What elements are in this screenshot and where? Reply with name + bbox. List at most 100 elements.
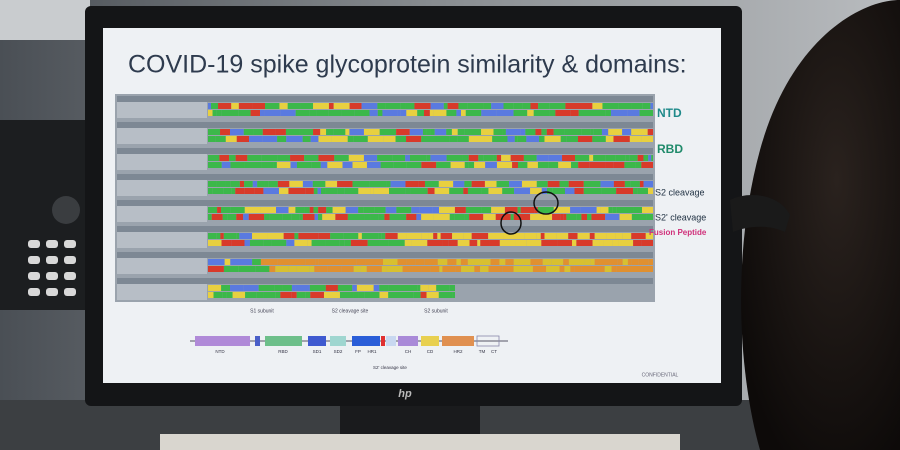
residue-block bbox=[420, 285, 429, 291]
residue-block bbox=[365, 259, 374, 265]
residue-block bbox=[439, 266, 443, 272]
residue-block bbox=[612, 240, 619, 246]
residue-block bbox=[465, 207, 482, 213]
residue-block bbox=[417, 285, 421, 291]
residue-block bbox=[513, 110, 528, 116]
residue-block bbox=[221, 285, 231, 291]
row-label bbox=[117, 232, 207, 248]
residue-block bbox=[457, 240, 470, 246]
residue-block bbox=[454, 214, 465, 220]
residue-block bbox=[434, 188, 450, 194]
residue-block bbox=[564, 188, 575, 194]
residue-block bbox=[564, 266, 571, 272]
residue-block bbox=[590, 129, 594, 135]
residue-block bbox=[622, 259, 628, 265]
residue-block bbox=[575, 155, 590, 161]
residue-block bbox=[247, 155, 262, 161]
residue-block bbox=[548, 155, 563, 161]
residue-block bbox=[265, 103, 280, 109]
residue-block bbox=[546, 266, 560, 272]
residue-block bbox=[541, 129, 547, 135]
residue-block bbox=[418, 181, 425, 187]
residue-block bbox=[633, 188, 638, 194]
residue-block bbox=[493, 155, 497, 161]
residue-block bbox=[457, 129, 465, 135]
residue-block bbox=[305, 259, 316, 265]
residue-block bbox=[489, 240, 500, 246]
residue-block bbox=[464, 129, 482, 135]
residue-block bbox=[483, 103, 492, 109]
residue-block bbox=[578, 110, 593, 116]
residue-block bbox=[503, 233, 514, 239]
residue-block bbox=[380, 162, 394, 168]
residue-block bbox=[259, 110, 265, 116]
residue-block bbox=[325, 181, 338, 187]
residue-block bbox=[384, 214, 390, 220]
residue-block bbox=[283, 233, 295, 239]
residue-block bbox=[343, 233, 359, 239]
residue-block bbox=[282, 285, 292, 291]
row-header bbox=[117, 96, 653, 102]
residue-block bbox=[275, 129, 286, 135]
shelf bbox=[0, 0, 90, 40]
residue-block bbox=[499, 259, 506, 265]
subunit-label: S2 cleavage site bbox=[332, 308, 369, 314]
residue-block bbox=[446, 155, 463, 161]
residue-block bbox=[286, 240, 295, 246]
residue-block bbox=[397, 233, 407, 239]
residue-block bbox=[590, 259, 595, 265]
residue-block bbox=[225, 136, 237, 142]
residue-block bbox=[501, 155, 511, 161]
residue-block bbox=[230, 181, 240, 187]
residue-block bbox=[527, 162, 538, 168]
residue-block bbox=[602, 103, 619, 109]
residue-block bbox=[369, 181, 387, 187]
residue-block bbox=[406, 110, 418, 116]
residue-block bbox=[240, 259, 248, 265]
residue-block bbox=[631, 214, 647, 220]
residue-block bbox=[426, 155, 431, 161]
residue-block bbox=[277, 181, 290, 187]
residue-block bbox=[599, 240, 604, 246]
residue-block bbox=[480, 240, 490, 246]
residue-block bbox=[421, 136, 437, 142]
residue-block bbox=[262, 136, 278, 142]
residue-block bbox=[208, 136, 216, 142]
residue-block bbox=[503, 103, 514, 109]
residue-block bbox=[320, 188, 326, 194]
row-label bbox=[117, 180, 207, 196]
residue-block bbox=[264, 110, 281, 116]
residue-block bbox=[642, 103, 651, 109]
residue-block bbox=[577, 136, 593, 142]
residue-block bbox=[474, 162, 486, 168]
residue-block bbox=[252, 233, 268, 239]
residue-block bbox=[400, 285, 418, 291]
residue-block bbox=[248, 214, 265, 220]
residue-block bbox=[633, 240, 642, 246]
residue-block bbox=[276, 162, 291, 168]
residue-block bbox=[576, 240, 593, 246]
residue-block bbox=[295, 207, 305, 213]
row-header bbox=[117, 174, 653, 180]
residue-block bbox=[406, 136, 422, 142]
residue-block bbox=[276, 207, 289, 213]
residue-block bbox=[208, 103, 212, 109]
residue-block bbox=[533, 110, 550, 116]
subunit-label: S2 subunit bbox=[424, 308, 448, 314]
residue-block bbox=[390, 181, 406, 187]
residue-block bbox=[443, 103, 448, 109]
residue-block bbox=[436, 136, 450, 142]
residue-block bbox=[605, 136, 614, 142]
residue-block bbox=[244, 188, 255, 194]
residue-block bbox=[374, 207, 386, 213]
residue-block bbox=[616, 207, 626, 213]
residue-block bbox=[641, 162, 649, 168]
residue-block bbox=[373, 285, 380, 291]
residue-block bbox=[622, 129, 632, 135]
residue-block bbox=[388, 285, 401, 291]
residue-block bbox=[264, 181, 269, 187]
row-header bbox=[117, 226, 653, 232]
residue-block bbox=[278, 188, 289, 194]
residue-block bbox=[298, 233, 308, 239]
residue-block bbox=[643, 266, 653, 272]
